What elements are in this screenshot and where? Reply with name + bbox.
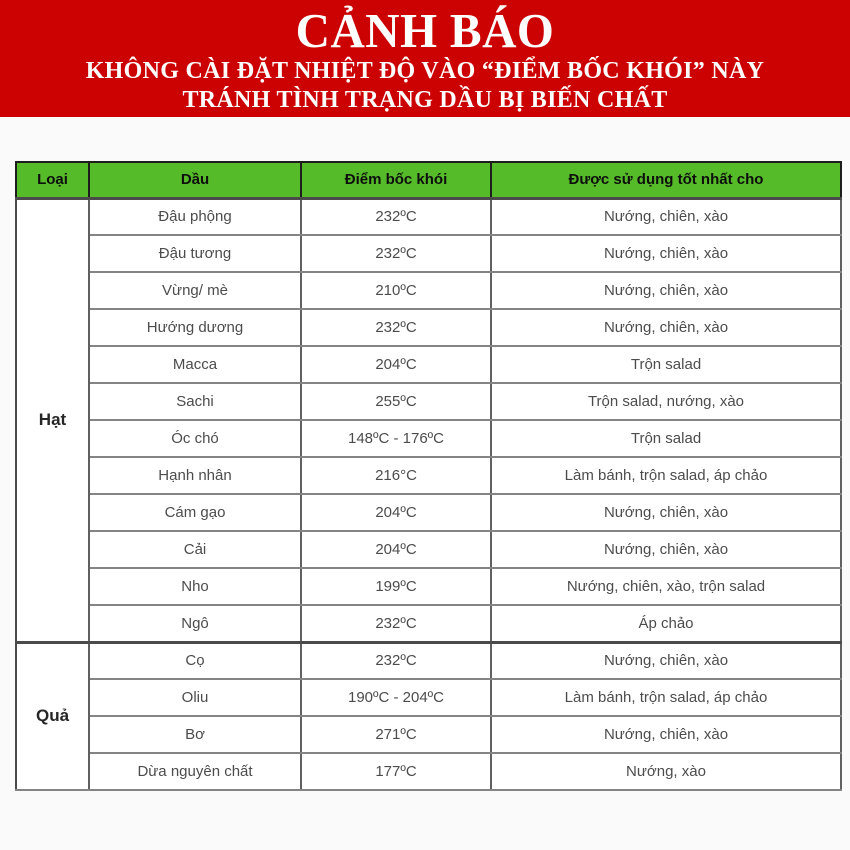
smoke-point-cell: 204ºC	[300, 530, 492, 569]
oil-name-cell: Oliu	[88, 678, 302, 717]
best-use-cell: Nướng, chiên, xào	[490, 530, 842, 569]
table-row: Vừng/ mè 210ºC Nướng, chiên, xào	[16, 271, 842, 310]
oil-name-cell: Sachi	[88, 382, 302, 421]
oil-name-cell: Đậu phộng	[88, 196, 302, 236]
best-use-cell: Nướng, chiên, xào	[490, 234, 842, 273]
oil-name-cell: Vừng/ mè	[88, 271, 302, 310]
smoke-point-cell: 148ºC - 176ºC	[300, 419, 492, 458]
oil-name-cell: Hạnh nhân	[88, 456, 302, 495]
table-row: Óc chó 148ºC - 176ºC Trộn salad	[16, 419, 842, 458]
oil-name-cell: Đậu tương	[88, 234, 302, 273]
table-row: Sachi 255ºC Trộn salad, nướng, xào	[16, 382, 842, 421]
col-header-diem-boc-khoi: Điểm bốc khói	[300, 161, 492, 199]
oil-name-cell: Macca	[88, 345, 302, 384]
smoke-point-cell: 271ºC	[300, 715, 492, 754]
best-use-cell: Nướng, chiên, xào	[490, 308, 842, 347]
table-row: Macca 204ºC Trộn salad	[16, 345, 842, 384]
best-use-cell: Trộn salad	[490, 345, 842, 384]
smoke-point-cell: 210ºC	[300, 271, 492, 310]
table-row: Hạnh nhân 216°C Làm bánh, trộn salad, áp c…	[16, 456, 842, 495]
warning-title: CẢNH BÁO	[295, 3, 555, 58]
oil-name-cell: Dừa nguyên chất	[88, 752, 302, 791]
group-label-cell: Hạt	[15, 196, 90, 643]
warning-poster: CẢNH BÁO KHÔNG CÀI ĐẶT NHIỆT ĐỘ VÀO “ĐIỂ…	[0, 0, 850, 791]
best-use-cell: Nướng, chiên, xào	[490, 715, 842, 754]
smoke-point-cell: 255ºC	[300, 382, 492, 421]
smoke-point-cell: 190ºC - 204ºC	[300, 678, 492, 717]
oil-name-cell: Hướng dương	[88, 308, 302, 347]
table-row: Ngô 232ºC Áp chảo	[16, 604, 842, 643]
oil-name-cell: Cọ	[88, 640, 302, 680]
table-section: Loại Dầu Điểm bốc khói Được sử dụng tốt …	[0, 117, 850, 791]
table-row: Hạt Đậu phộng 232ºC Nướng, chiên, xào	[15, 196, 842, 643]
best-use-cell: Áp chảo	[490, 604, 842, 643]
table-row: Dừa nguyên chất 177ºC Nướng, xào	[16, 752, 842, 791]
smoke-point-cell: 204ºC	[300, 345, 492, 384]
oil-name-cell: Bơ	[88, 715, 302, 754]
best-use-cell: Làm bánh, trộn salad, áp chảo	[490, 456, 842, 495]
smoke-point-cell: 232ºC	[300, 196, 492, 236]
group-label-cell: Quả	[15, 640, 90, 791]
oil-name-cell: Ngô	[88, 604, 302, 643]
smoke-point-cell: 216°C	[300, 456, 492, 495]
smoke-point-cell: 232ºC	[300, 640, 492, 680]
best-use-cell: Trộn salad, nướng, xào	[490, 382, 842, 421]
oil-name-cell: Óc chó	[88, 419, 302, 458]
smoke-point-cell: 232ºC	[300, 234, 492, 273]
best-use-cell: Làm bánh, trộn salad, áp chảo	[490, 678, 842, 717]
oil-name-cell: Cám gạo	[88, 493, 302, 532]
header-row: Loại Dầu Điểm bốc khói Được sử dụng tốt …	[15, 161, 842, 199]
smoke-point-cell: 232ºC	[300, 604, 492, 643]
table-row: Oliu 190ºC - 204ºC Làm bánh, trộn salad, á…	[16, 678, 842, 717]
table-row: Nho 199ºC Nướng, chiên, xào, trộn salad	[16, 567, 842, 606]
warning-subtitle-line2: TRÁNH TÌNH TRẠNG DẦU BỊ BIẾN CHẤT	[182, 87, 668, 113]
smoke-point-cell: 199ºC	[300, 567, 492, 606]
best-use-cell: Nướng, chiên, xào	[490, 271, 842, 310]
best-use-cell: Nướng, chiên, xào, trộn salad	[490, 567, 842, 606]
oil-name-cell: Cải	[88, 530, 302, 569]
smoke-point-cell: 204ºC	[300, 493, 492, 532]
col-header-dau: Dầu	[88, 161, 302, 199]
table-row: Hướng dương 232ºC Nướng, chiên, xào	[16, 308, 842, 347]
best-use-cell: Nướng, xào	[490, 752, 842, 791]
smoke-point-cell: 177ºC	[300, 752, 492, 791]
warning-banner: CẢNH BÁO KHÔNG CÀI ĐẶT NHIỆT ĐỘ VÀO “ĐIỂ…	[0, 0, 850, 117]
table-row: Cám gạo 204ºC Nướng, chiên, xào	[16, 493, 842, 532]
col-header-loai: Loại	[15, 161, 90, 199]
table-row: Quả Cọ 232ºC Nướng, chiên, xào	[15, 640, 842, 791]
table-row: Đậu tương 232ºC Nướng, chiên, xào	[16, 234, 842, 273]
best-use-cell: Nướng, chiên, xào	[490, 493, 842, 532]
smoke-point-cell: 232ºC	[300, 308, 492, 347]
best-use-cell: Nướng, chiên, xào	[490, 640, 842, 680]
table-row: Bơ 271ºC Nướng, chiên, xào	[16, 715, 842, 754]
col-header-duoc-su-dung: Được sử dụng tốt nhất cho	[490, 161, 842, 199]
oil-name-cell: Nho	[88, 567, 302, 606]
table-row: Cải 204ºC Nướng, chiên, xào	[16, 530, 842, 569]
best-use-cell: Trộn salad	[490, 419, 842, 458]
table-body: Hạt Đậu phộng 232ºC Nướng, chiên, xào Đậu tư…	[15, 196, 842, 791]
best-use-cell: Nướng, chiên, xào	[490, 196, 842, 236]
warning-subtitle-line1: KHÔNG CÀI ĐẶT NHIỆT ĐỘ VÀO “ĐIỂM BỐC KHÓ…	[85, 58, 765, 84]
smoke-point-table: Loại Dầu Điểm bốc khói Được sử dụng tốt …	[15, 161, 842, 791]
